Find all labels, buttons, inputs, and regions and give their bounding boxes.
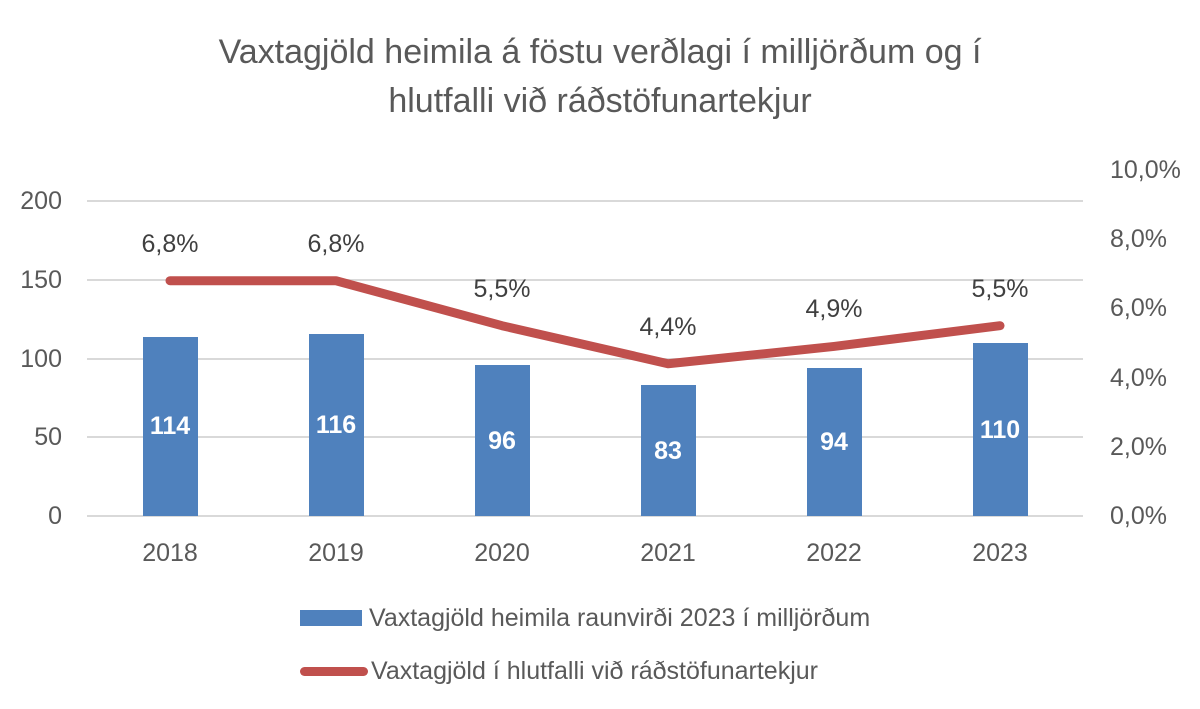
- chart-title-line2: hlutfalli við ráðstöfunartekjur: [388, 82, 812, 120]
- bar: [972, 343, 1028, 516]
- x-axis-category-label: 2022: [806, 539, 862, 567]
- bar-series-swatch: [300, 610, 362, 626]
- left-axis-tick-label: 0: [48, 502, 62, 530]
- bar: [474, 365, 530, 516]
- bar-value-label: 94: [820, 428, 848, 457]
- x-axis-category-label: 2019: [308, 539, 364, 567]
- right-axis-tick-label: 2,0%: [1110, 432, 1167, 461]
- legend-label-line: Vaxtagjöld í hlutfalli við ráðstöfunarte…: [371, 656, 818, 685]
- legend-item-line: Vaxtagjöld í hlutfalli við ráðstöfunarte…: [300, 656, 818, 686]
- bar: [806, 368, 862, 516]
- right-axis-tick-label: 0,0%: [1110, 502, 1167, 530]
- bar-value-label: 110: [979, 415, 1021, 444]
- left-axis-tick-label: 200: [20, 187, 62, 216]
- right-axis-tick-label: 10,0%: [1110, 156, 1181, 184]
- right-axis-tick-label: 4,0%: [1110, 363, 1167, 392]
- bar-value-label: 96: [488, 426, 516, 455]
- x-axis-category-label: 2023: [972, 539, 1028, 567]
- x-axis-category-label: 2018: [142, 539, 198, 567]
- right-axis-tick-label: 6,0%: [1110, 294, 1167, 323]
- gridline: [87, 436, 1083, 439]
- right-axis-tick-label: 8,0%: [1110, 225, 1167, 254]
- legend-label-bars: Vaxtagjöld heimila raunvirði 2023 í mill…: [369, 603, 871, 632]
- line-point-label: 6,8%: [141, 229, 199, 258]
- line-point-label: 6,8%: [307, 229, 365, 258]
- bar: [640, 385, 696, 516]
- left-axis-tick-label: 50: [34, 423, 62, 452]
- legend-item-bars: Vaxtagjöld heimila raunvirði 2023 í mill…: [300, 603, 870, 633]
- line-series-swatch: [300, 666, 368, 676]
- x-axis-category-label: 2020: [474, 539, 530, 567]
- bar-value-label: 83: [654, 436, 682, 465]
- chart-title: Vaxtagjöld heimila á föstu verðlagi í mi…: [0, 28, 1200, 126]
- gridline: [87, 200, 1083, 203]
- bar-value-label: 116: [315, 410, 357, 439]
- left-axis-tick-label: 150: [20, 266, 62, 295]
- x-axis-category-label: 2021: [640, 539, 696, 567]
- chart-title-line1: Vaxtagjöld heimila á föstu verðlagi í mi…: [218, 33, 982, 71]
- bar-value-label: 114: [149, 412, 191, 441]
- gridline: [87, 515, 1083, 517]
- left-axis-tick-label: 100: [20, 344, 62, 373]
